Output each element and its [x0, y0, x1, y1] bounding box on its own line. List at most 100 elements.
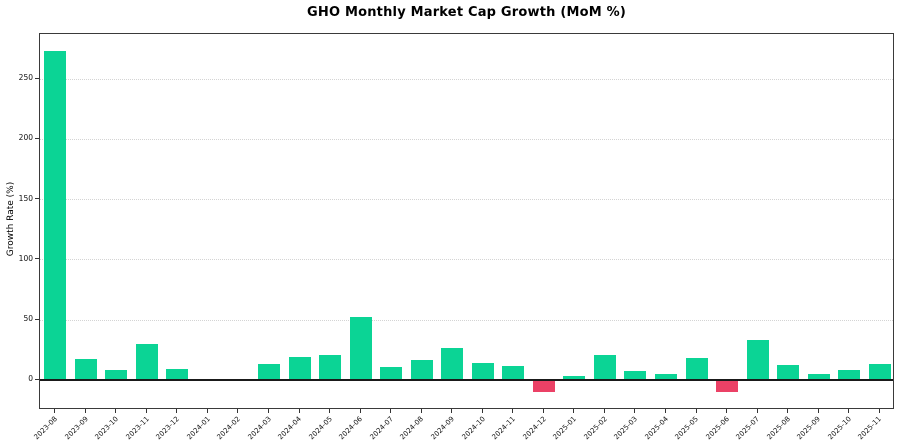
x-tick-label-2025-08: 2025-08 — [765, 415, 792, 442]
x-tick-mark — [726, 409, 728, 413]
bar-2024-05 — [319, 355, 342, 380]
bar-2024-04 — [288, 356, 311, 380]
x-tick-mark — [573, 409, 575, 413]
bar-2024-07 — [380, 367, 403, 380]
x-tick-label-2025-09: 2025-09 — [795, 415, 823, 442]
gridline-250 — [40, 78, 893, 80]
y-tick-label: 250 — [18, 73, 33, 83]
x-tick-label-2023-09: 2023-09 — [63, 415, 90, 442]
x-tick-mark — [512, 409, 514, 413]
y-tick-mark — [35, 318, 39, 320]
x-tick-label-2025-02: 2025-02 — [582, 415, 609, 442]
bar-2023-12 — [166, 369, 189, 380]
x-tick-mark — [664, 409, 666, 413]
x-tick-mark — [84, 409, 86, 413]
x-tick-mark — [878, 409, 880, 413]
bar-2023-08 — [44, 51, 67, 380]
x-tick-label-2025-07: 2025-07 — [734, 415, 762, 442]
bar-2024-11 — [502, 366, 525, 380]
x-tick-label-2025-10: 2025-10 — [826, 415, 853, 442]
bar-2023-11 — [135, 344, 158, 380]
x-tick-label-2024-01: 2024-01 — [185, 415, 212, 442]
y-tick-label: 50 — [23, 314, 33, 324]
x-tick-mark — [176, 409, 178, 413]
x-tick-label-2025-11: 2025-11 — [857, 415, 884, 442]
bar-2024-09 — [441, 347, 464, 380]
x-tick-mark — [115, 409, 117, 413]
plot-area — [39, 33, 894, 409]
x-tick-mark — [329, 409, 331, 413]
x-tick-mark — [756, 409, 758, 413]
bar-2024-10 — [471, 363, 494, 380]
gridline-100 — [40, 259, 893, 261]
x-tick-label-2024-03: 2024-03 — [246, 415, 273, 442]
y-tick-mark — [35, 77, 39, 79]
x-tick-mark — [695, 409, 697, 413]
x-tick-label-2024-11: 2024-11 — [490, 415, 517, 442]
x-tick-mark — [542, 409, 544, 413]
x-tick-mark — [145, 409, 147, 413]
x-tick-label-2025-04: 2025-04 — [643, 415, 670, 442]
x-tick-mark — [634, 409, 636, 413]
x-tick-mark — [451, 409, 453, 413]
x-tick-label-2025-05: 2025-05 — [673, 415, 701, 442]
x-tick-label-2024-04: 2024-04 — [276, 415, 304, 442]
bar-2025-10 — [838, 369, 861, 380]
x-tick-mark — [237, 409, 239, 413]
x-tick-label-2024-02: 2024-02 — [215, 415, 243, 442]
bar-2025-04 — [654, 374, 677, 380]
y-tick-label: 150 — [18, 193, 33, 203]
bar-2025-11 — [868, 363, 891, 380]
x-tick-label-2024-05: 2024-05 — [307, 415, 334, 442]
x-tick-label-2024-08: 2024-08 — [399, 415, 426, 442]
chart-title: GHO Monthly Market Cap Growth (MoM %) — [307, 5, 626, 20]
x-tick-label-2025-01: 2025-01 — [551, 415, 579, 442]
x-tick-label-2025-03: 2025-03 — [612, 415, 640, 442]
x-tick-label-2024-10: 2024-10 — [460, 415, 487, 442]
y-axis-label: Growth Rate (%) — [6, 181, 16, 257]
zero-line — [40, 378, 893, 381]
bar-2024-08 — [410, 359, 433, 380]
bar-2025-05 — [685, 357, 708, 380]
bar-2024-03 — [258, 364, 281, 380]
x-tick-label-2024-06: 2024-06 — [337, 415, 365, 442]
gridline-150 — [40, 199, 893, 201]
bar-2025-02 — [593, 355, 616, 380]
gridline-50 — [40, 319, 893, 321]
y-tick-label: 100 — [18, 253, 33, 263]
y-tick-label: 0 — [28, 374, 33, 384]
y-tick-mark — [35, 137, 39, 139]
bar-2024-06 — [349, 317, 372, 380]
x-tick-mark — [390, 409, 392, 413]
y-tick-mark — [35, 198, 39, 200]
y-tick-mark — [35, 258, 39, 260]
x-tick-label-2024-09: 2024-09 — [429, 415, 456, 442]
x-tick-mark — [54, 409, 56, 413]
x-tick-mark — [298, 409, 300, 413]
x-tick-mark — [420, 409, 422, 413]
gridline-200 — [40, 138, 893, 140]
bar-2023-09 — [74, 359, 97, 380]
y-tick-mark — [35, 378, 39, 380]
x-tick-label-2023-11: 2023-11 — [124, 415, 151, 442]
x-tick-label-2025-06: 2025-06 — [704, 415, 731, 442]
y-tick-label: 200 — [18, 133, 33, 143]
bar-2025-01 — [563, 376, 586, 380]
bar-2025-08 — [777, 365, 800, 380]
x-tick-mark — [603, 409, 605, 413]
x-tick-label-2023-08: 2023-08 — [32, 415, 59, 442]
x-tick-label-2024-12: 2024-12 — [521, 415, 548, 442]
x-tick-mark — [359, 409, 361, 413]
x-tick-mark — [206, 409, 208, 413]
x-tick-mark — [848, 409, 850, 413]
x-tick-mark — [817, 409, 819, 413]
x-tick-mark — [268, 409, 270, 413]
x-tick-mark — [787, 409, 789, 413]
x-tick-label-2023-10: 2023-10 — [93, 415, 121, 442]
bar-2023-10 — [105, 369, 128, 380]
bar-2024-12 — [532, 379, 555, 392]
x-tick-label-2024-07: 2024-07 — [368, 415, 395, 442]
bar-2025-03 — [624, 371, 647, 380]
bar-2025-07 — [746, 340, 769, 380]
